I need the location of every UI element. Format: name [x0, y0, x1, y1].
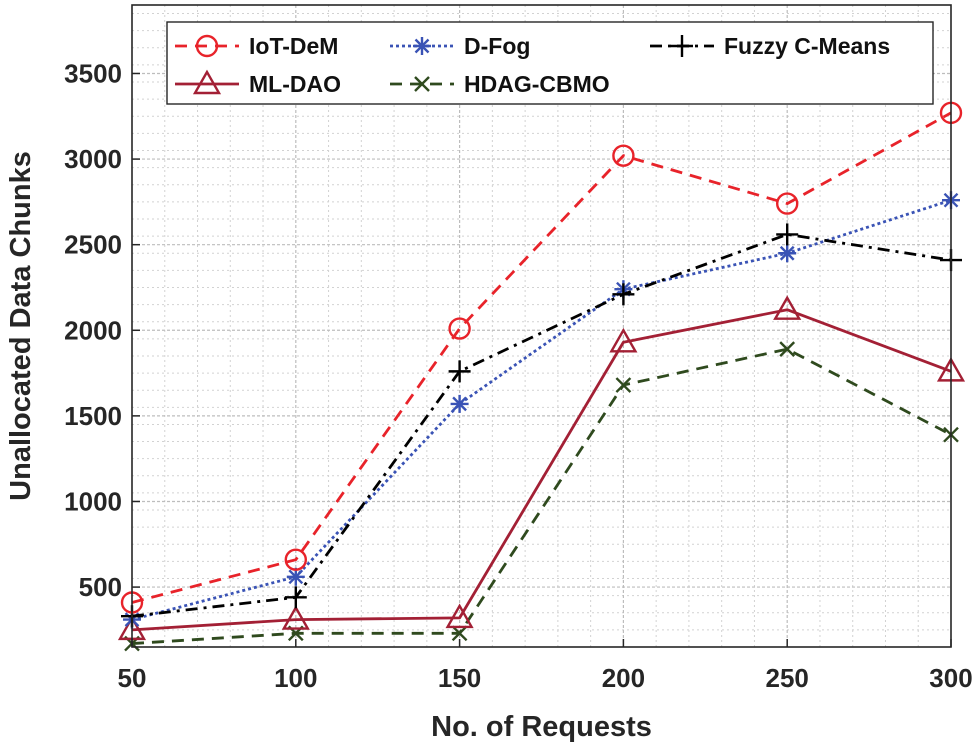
y-tick-label: 3000 — [64, 144, 122, 174]
legend-item-iot-dem: IoT-DeM — [175, 33, 338, 59]
x-tick-label: 150 — [438, 663, 481, 693]
data-point-fuzzy-c-means — [776, 223, 799, 246]
data-point-d-fog — [778, 244, 797, 263]
data-point-iot-dem — [284, 548, 307, 571]
y-tick-label: 3500 — [64, 58, 122, 88]
y-tick-label: 2500 — [64, 230, 122, 260]
series-line-fuzzy-c-means — [131, 233, 952, 618]
data-point-iot-dem — [448, 317, 471, 340]
legend-item-fuzzy-c-means: Fuzzy C-Means — [650, 33, 890, 59]
legend-box — [166, 21, 934, 105]
data-point-ml-dao — [609, 327, 638, 353]
legend-label-fuzzy-c-means: Fuzzy C-Means — [724, 33, 890, 59]
legend-marker-fuzzy-c-means — [671, 35, 693, 57]
series-line-iot-dem — [131, 111, 952, 604]
x-tick-label: 50 — [118, 663, 147, 693]
y-tick-label: 1000 — [64, 486, 122, 516]
legend-marker-ml-dao — [192, 69, 222, 95]
data-point-iot-dem — [776, 192, 799, 215]
data-point-fuzzy-c-means — [448, 360, 471, 383]
legend-label-ml-dao: ML-DAO — [249, 71, 341, 97]
y-tick-label: 1500 — [64, 401, 122, 431]
legend-item-d-fog: D-Fog — [390, 33, 530, 59]
legend: IoT-DeM D-Fog Fuzzy C-Means ML-DAO HDAG-CBMO — [166, 21, 934, 105]
legend-label-d-fog: D-Fog — [464, 33, 530, 59]
data-point-d-fog — [450, 394, 469, 413]
plot-frame — [131, 4, 952, 648]
data-point-fuzzy-c-means — [284, 586, 307, 609]
data-point-ml-dao — [281, 605, 310, 630]
y-tick-label: 2000 — [64, 315, 122, 345]
legend-marker-hdag-cbmo — [414, 76, 430, 92]
data-point-fuzzy-c-means — [612, 283, 635, 306]
axis-ticks: 50 100 150 200 250 300 500 1000 1500 2000 2500 3000… — [64, 58, 973, 693]
legend-label-iot-dem: IoT-DeM — [249, 33, 338, 59]
y-tick-label: 500 — [79, 572, 122, 602]
x-tick-label: 250 — [766, 663, 809, 693]
series-line-hdag-cbmo — [131, 347, 952, 645]
x-tick-label: 100 — [274, 663, 317, 693]
series-layer — [117, 101, 966, 652]
data-point-ml-dao — [445, 603, 474, 629]
x-tick-label: 200 — [602, 663, 645, 693]
legend-marker-iot-dem — [195, 34, 219, 58]
x-tick-label: 300 — [929, 663, 972, 693]
legend-item-hdag-cbmo: HDAG-CBMO — [390, 71, 610, 97]
data-point-hdag-cbmo — [615, 377, 632, 393]
legend-label-hdag-cbmo: HDAG-CBMO — [464, 71, 610, 97]
data-point-hdag-cbmo — [779, 341, 796, 357]
y-axis-label: Unallocated Data Chunks — [5, 151, 37, 501]
data-point-hdag-cbmo — [451, 625, 468, 642]
legend-marker-d-fog — [413, 37, 431, 55]
series-line-ml-dao — [131, 308, 952, 632]
x-axis-label: No. of Requests — [431, 711, 652, 743]
legend-item-ml-dao: ML-DAO — [175, 69, 341, 97]
data-point-iot-dem — [612, 144, 635, 167]
data-point-ml-dao — [773, 295, 802, 320]
